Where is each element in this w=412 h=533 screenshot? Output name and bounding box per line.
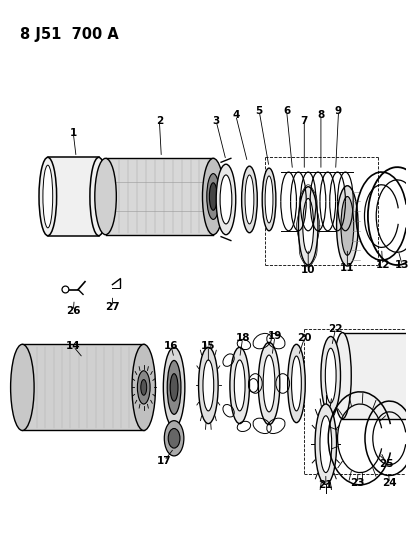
Ellipse shape [90,157,108,236]
Ellipse shape [325,348,336,403]
Ellipse shape [234,360,245,411]
Bar [105,158,213,235]
Text: 11: 11 [340,263,355,273]
Ellipse shape [43,165,53,228]
Text: 25: 25 [379,459,394,469]
Ellipse shape [62,286,69,293]
Text: 23: 23 [350,478,364,488]
Text: 18: 18 [235,334,250,343]
Ellipse shape [141,379,147,395]
Ellipse shape [298,187,318,265]
Text: 22: 22 [328,324,343,334]
Text: 3: 3 [213,116,220,126]
Ellipse shape [292,356,301,411]
Ellipse shape [39,157,56,236]
Ellipse shape [230,348,249,424]
Ellipse shape [199,348,218,424]
Ellipse shape [258,342,280,425]
Text: 8: 8 [317,110,325,120]
Ellipse shape [334,333,351,419]
Ellipse shape [164,421,184,456]
Text: 2: 2 [156,116,163,126]
Ellipse shape [209,183,217,210]
Text: 8 J51  700 A: 8 J51 700 A [21,27,119,42]
Text: 7: 7 [301,116,308,126]
Ellipse shape [288,344,305,423]
Ellipse shape [265,176,273,223]
Ellipse shape [202,158,224,235]
Text: 21: 21 [318,480,333,490]
Ellipse shape [408,333,412,419]
Text: 15: 15 [201,341,215,351]
Text: 14: 14 [66,341,81,351]
Ellipse shape [245,175,254,224]
Ellipse shape [11,344,34,431]
Text: 5: 5 [255,107,263,116]
Ellipse shape [163,348,185,427]
Ellipse shape [220,175,232,224]
Text: 19: 19 [268,332,282,342]
Ellipse shape [170,374,178,401]
Text: 6: 6 [283,107,290,116]
Text: 17: 17 [157,456,172,466]
Text: 13: 13 [395,260,410,270]
Text: 27: 27 [105,302,120,312]
Text: 1: 1 [70,128,77,138]
Ellipse shape [216,164,236,235]
Text: 12: 12 [375,260,390,270]
Ellipse shape [95,158,116,235]
Text: 24: 24 [382,478,397,488]
Ellipse shape [241,166,257,233]
Text: 4: 4 [232,110,239,120]
Ellipse shape [263,355,275,412]
Text: 9: 9 [335,107,342,116]
Ellipse shape [337,185,358,266]
Ellipse shape [203,360,214,411]
Text: 16: 16 [164,341,178,351]
Bar [342,333,412,419]
Ellipse shape [137,371,150,404]
Ellipse shape [167,360,181,414]
Ellipse shape [168,429,180,448]
Ellipse shape [207,174,220,220]
Text: 20: 20 [297,334,311,343]
Ellipse shape [321,336,340,415]
Ellipse shape [262,168,276,231]
Text: 10: 10 [301,265,316,275]
Bar [48,157,99,236]
Ellipse shape [341,197,354,255]
Bar [22,344,144,431]
Ellipse shape [315,404,337,484]
Text: 26: 26 [66,306,80,316]
Ellipse shape [132,344,155,431]
Ellipse shape [320,416,332,473]
Ellipse shape [303,198,314,253]
